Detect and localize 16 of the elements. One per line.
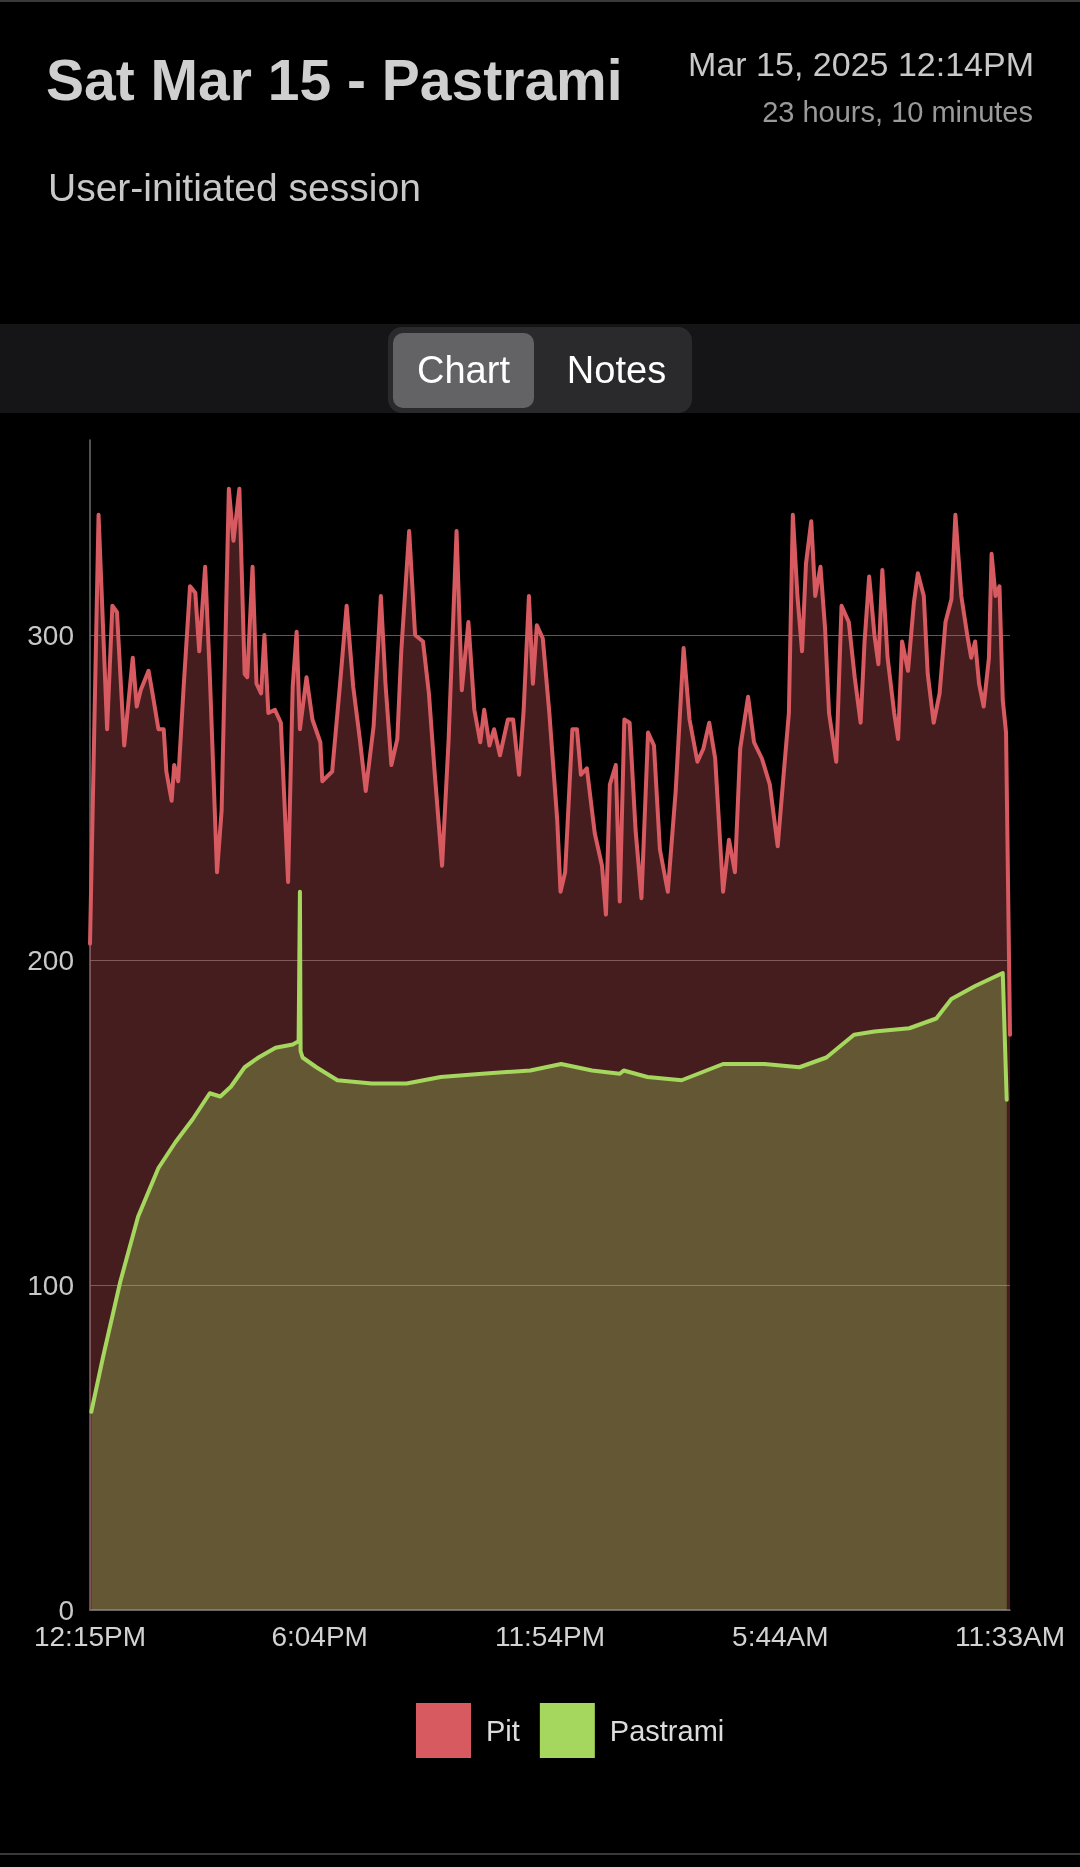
- legend-label: Pit: [486, 1714, 520, 1747]
- y-tick-label: 300: [27, 619, 74, 651]
- tab[interactable]: Notes: [546, 333, 687, 408]
- legend-label: Pastrami: [609, 1714, 725, 1747]
- text: 23 hours, 10 minutes: [762, 96, 1033, 128]
- x-tick-label: 6:04PM: [271, 1620, 368, 1652]
- y-tick-label: 200: [27, 944, 74, 976]
- chart-subtitle: User-initiated session: [48, 166, 421, 209]
- y-tick-label: 100: [27, 1269, 74, 1301]
- x-tick-label: 5:44AM: [732, 1620, 829, 1652]
- text: Mar 15, 2025 12:14PM: [688, 45, 1034, 83]
- selected-tab[interactable]: Chart: [393, 333, 534, 408]
- x-tick-label: 11:33AM: [955, 1620, 1065, 1652]
- segmented-control[interactable]: Chart Notes: [388, 327, 692, 413]
- chart-title: Sat Mar 15 - Pastrami: [46, 48, 623, 112]
- x-tick-label: 11:54PM: [495, 1620, 605, 1652]
